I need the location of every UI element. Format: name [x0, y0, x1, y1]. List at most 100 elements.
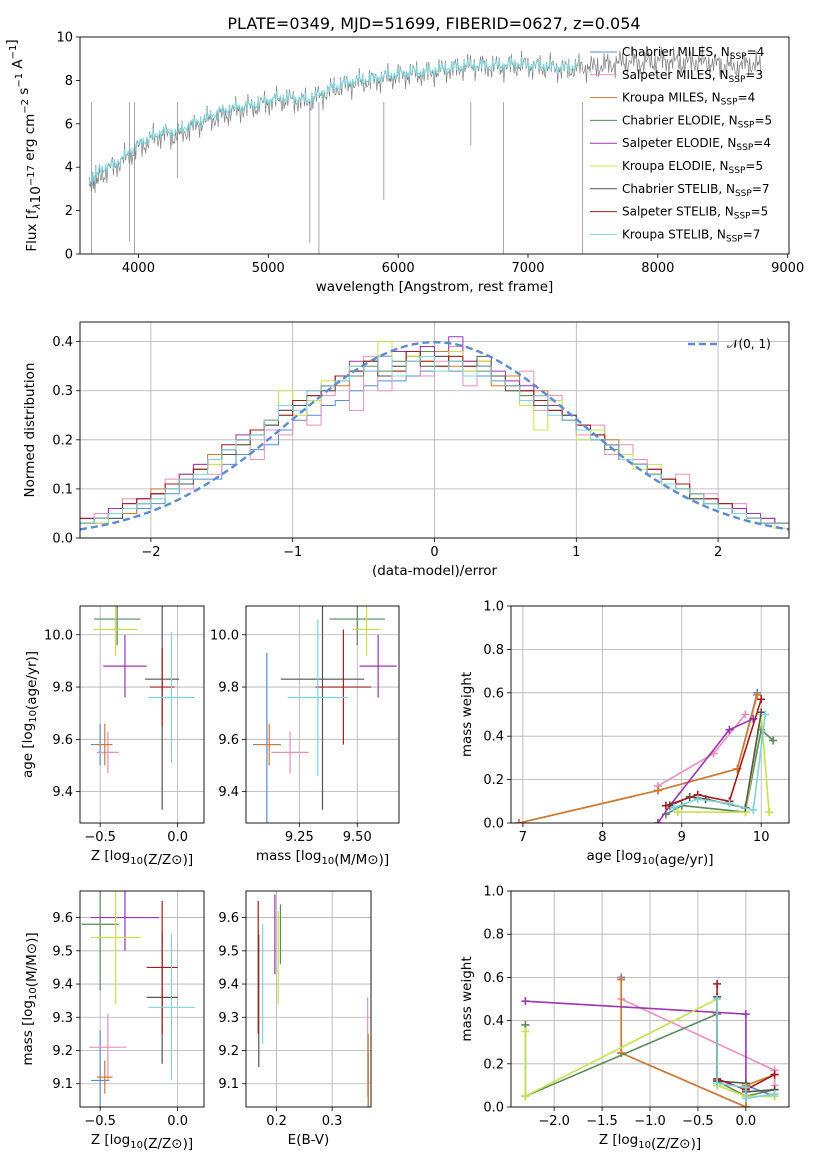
legend-sub: SSP — [729, 75, 746, 85]
legend-sub: SSP — [738, 120, 755, 130]
weight-series-salpeter_elodie — [657, 718, 754, 823]
weight-point-kroupa_elodie — [765, 808, 774, 817]
weight-point-salpeter_stelib — [661, 801, 670, 810]
axes-mass_vs_ebv: 0.2 0.3 9.1 9.2 9.3 9.4 9.5 9.6 — [218, 891, 371, 1129]
y-tick-label: 9.8 — [218, 681, 239, 696]
legend-label: Chabrier MILES, NSSP=4 — [622, 45, 764, 62]
x-tick-label: 1 — [572, 545, 580, 560]
x-tick-label: 4000 — [122, 261, 155, 276]
label-part: (Z/Z⊙)] — [143, 852, 193, 868]
weight-point-chabrier_elodie — [769, 736, 778, 745]
label-part: (Z/Z⊙)] — [651, 1136, 701, 1152]
axes-age_vs_z: −0.5 0.0 9.4 9.6 9.8 10.0 — [44, 606, 204, 845]
weight-point-kroupa_stelib — [713, 995, 722, 1003]
label-part: 10 — [28, 710, 39, 723]
weight-series-salpeter_miles — [657, 713, 746, 787]
x-tick-label: 9.50 — [343, 830, 372, 845]
label-part: mass weight — [459, 956, 475, 1041]
legend-n: =4 — [753, 136, 771, 150]
label-part: log — [621, 848, 642, 864]
spectrum-lines — [88, 45, 762, 254]
label-part: −1 — [14, 73, 25, 88]
label-part: log — [20, 723, 36, 744]
errorbars-age_vs_mass — [252, 606, 397, 823]
y-tick-label: 0 — [65, 248, 73, 263]
y-tick-label: 9.4 — [52, 978, 73, 993]
label-part: mass [ — [20, 1021, 36, 1066]
label-part: Z [ — [91, 1132, 110, 1148]
label-part: age [ — [586, 848, 621, 864]
label-part: (M/M⊙)] — [24, 932, 40, 987]
weight-point-salpeter_elodie — [521, 997, 530, 1006]
label-part: −1 — [8, 45, 19, 60]
y-tick-label: 9.5 — [52, 944, 73, 959]
legend-main: Kroupa MILES, N — [622, 91, 721, 105]
weight-series-salpeter_stelib — [665, 699, 762, 807]
legend-sub: SSP — [735, 189, 752, 199]
y-tick-label: 10.0 — [210, 628, 239, 643]
weight-point-salpeter_elodie — [653, 819, 662, 823]
x-tick-label: 0 — [430, 545, 438, 560]
weight-point-salpeter_stelib — [713, 979, 722, 988]
y-axis-label-mass_vs_z: mass [log10(M/M⊙)] — [20, 932, 40, 1065]
x-tick-label: −2 — [141, 545, 160, 560]
x-tick-label: 0.2 — [266, 1114, 287, 1129]
x-tick-label: 6000 — [382, 261, 415, 276]
y-tick-label: 9.1 — [218, 1077, 239, 1092]
x-tick-label: 2 — [714, 545, 722, 560]
y-tick-label: 6 — [65, 117, 73, 132]
label-part: 10 — [130, 1140, 143, 1151]
label-part: Z [ — [599, 1132, 618, 1148]
y-tick-label: 0.8 — [483, 643, 504, 658]
weight-point-salpeter_stelib — [770, 1070, 779, 1079]
y-tick-label: 0.4 — [483, 730, 504, 745]
legend-sub: SSP — [734, 212, 751, 222]
y-tick-label: 10.0 — [44, 628, 73, 643]
axes-frame-weight_vs_age — [510, 605, 790, 824]
label-part: E(B-V) — [288, 1132, 330, 1148]
x-axis-label-mass_vs_ebv: E(B-V) — [288, 1132, 330, 1148]
legend-main: Salpeter MILES, N — [622, 68, 729, 82]
weight-point-kroupa_stelib — [713, 1079, 722, 1088]
x-axis-label-residuals: (data-model)/error — [372, 563, 498, 579]
label-part: log — [20, 1000, 36, 1021]
label-part: Normed distribution — [22, 363, 38, 498]
x-tick-label: 7 — [519, 830, 527, 845]
weight-point-kroupa_stelib — [761, 710, 770, 719]
label-part: erg cm — [22, 114, 38, 165]
x-tick-label: 8000 — [641, 261, 674, 276]
y-tick-label: 0.6 — [483, 686, 504, 701]
legend-label: Chabrier STELIB, NSSP=7 — [622, 182, 770, 199]
y-tick-label: 0.0 — [483, 1101, 504, 1116]
label-part: −2 — [20, 99, 31, 114]
y-tick-label: 0.0 — [52, 532, 73, 547]
axes-frame-age_vs_mass — [245, 605, 400, 824]
errorbars-age_vs_z — [90, 606, 195, 810]
weight-point-kroupa_miles — [653, 786, 662, 795]
label-part: mass [ — [256, 848, 301, 864]
y-tick-label: 8 — [65, 74, 73, 89]
axes-mass_vs_z: −0.5 0.0 9.1 9.2 9.3 9.4 9.5 9.6 — [52, 891, 204, 1129]
legend-label: Salpeter ELODIE, NSSP=4 — [622, 136, 771, 153]
y-tick-label: 9.4 — [52, 785, 73, 800]
y-tick-label: 0.2 — [483, 773, 504, 788]
x-tick-label: −0.5 — [84, 830, 116, 845]
histogram-series-kroupa_stelib — [80, 355, 789, 524]
plots-layer: 4000 5000 6000 7000 8000 90000246810wavelengt… — [4, 31, 804, 1153]
legend-sub: SSP — [736, 143, 753, 153]
label-part: ] — [4, 39, 20, 44]
x-axis-label-age_vs_mass: mass [log10(M/M⊙)] — [256, 848, 389, 868]
x-tick-label: −1.0 — [634, 1114, 666, 1129]
weight-point-kroupa_stelib — [669, 803, 678, 812]
label-part: λ — [32, 203, 43, 210]
legend-main: Kroupa STELIB, N — [622, 227, 726, 241]
label-part: wavelength [Angstrom, rest frame] — [316, 279, 554, 295]
label-part: log — [301, 848, 322, 864]
axes-frame-spectrum — [79, 36, 790, 255]
y-tick-label: 9.8 — [52, 681, 73, 696]
x-axis-label-weight_vs_z: Z [log10(Z/Z⊙)] — [599, 1132, 701, 1152]
weight-lines-weight_vs_z — [521, 973, 779, 1107]
normal-curve — [80, 340, 789, 531]
legend-label: Kroupa STELIB, NSSP=7 — [622, 227, 760, 244]
